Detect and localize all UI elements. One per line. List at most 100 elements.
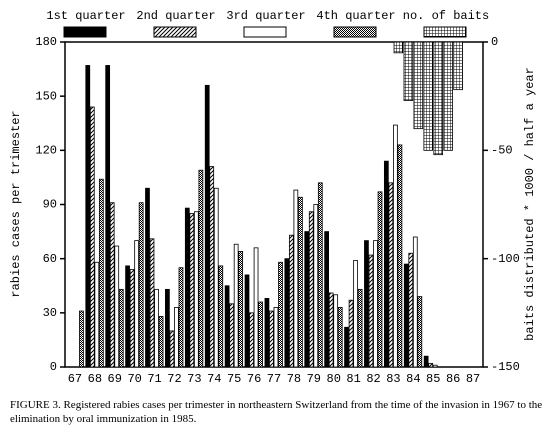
legend-swatch xyxy=(243,26,287,38)
bar xyxy=(85,65,91,368)
y2-tick-label: 0 xyxy=(491,35,498,49)
bar xyxy=(165,288,170,368)
x-tick-label: 76 xyxy=(247,372,261,386)
bar xyxy=(383,160,389,368)
x-tick-label: 83 xyxy=(386,372,400,386)
bar xyxy=(204,84,210,368)
bar xyxy=(377,191,383,368)
bar xyxy=(224,285,230,368)
bar xyxy=(328,292,334,368)
bait-bar xyxy=(443,41,453,151)
bar xyxy=(89,106,95,368)
bar xyxy=(337,307,343,368)
bar xyxy=(138,202,144,368)
chart: rabies cases per trimester baits distrib… xyxy=(9,9,537,386)
x-tick-label: 79 xyxy=(307,372,321,386)
legend-label: 2nd quarter xyxy=(136,9,215,23)
bar xyxy=(364,240,369,368)
bar xyxy=(129,269,135,368)
bar xyxy=(278,261,283,368)
x-tick-label: 67 xyxy=(68,372,82,386)
bar xyxy=(368,254,374,368)
y-tick-label: 90 xyxy=(43,198,57,212)
bar xyxy=(149,238,155,368)
legend-swatch xyxy=(153,26,197,38)
bait-bar xyxy=(453,41,463,91)
x-tick-label: 72 xyxy=(167,372,181,386)
bar xyxy=(94,261,100,368)
bar xyxy=(423,355,429,368)
bar xyxy=(134,240,139,368)
legend-label: 4th quarter xyxy=(316,9,395,23)
bar xyxy=(154,288,159,368)
x-tick-label: 69 xyxy=(108,372,122,386)
bar xyxy=(269,310,274,368)
bar xyxy=(253,247,259,368)
bar xyxy=(229,303,234,368)
x-tick-label: 74 xyxy=(207,372,221,386)
bar xyxy=(125,265,130,368)
x-tick-label: 82 xyxy=(366,372,380,386)
legend-swatch xyxy=(333,26,377,38)
bar xyxy=(403,263,409,368)
bar xyxy=(258,301,263,368)
x-tick-label: 77 xyxy=(267,372,281,386)
y-tick-label: 0 xyxy=(50,360,57,374)
legend-label: no. of baits xyxy=(403,9,489,23)
bar xyxy=(344,326,349,368)
bar xyxy=(348,299,354,368)
bait-bar xyxy=(413,41,424,130)
bar xyxy=(109,202,115,368)
bait-bar xyxy=(433,41,443,156)
bar xyxy=(324,231,329,368)
x-tick-label: 68 xyxy=(88,372,102,386)
bar xyxy=(333,294,339,368)
x-tick-label: 71 xyxy=(147,372,161,386)
y-tick-label: 30 xyxy=(43,306,57,320)
bar xyxy=(397,144,403,368)
x-tick-label: 81 xyxy=(346,372,360,386)
y2-tick-label: -100 xyxy=(491,252,520,266)
bar xyxy=(432,364,438,368)
bar xyxy=(169,330,175,368)
bar xyxy=(244,274,250,368)
x-tick-label: 78 xyxy=(287,372,301,386)
bar xyxy=(98,178,104,368)
bait-bar xyxy=(403,41,414,101)
bar xyxy=(273,307,279,368)
legend-label: 1st quarter xyxy=(46,9,125,23)
x-tick-label: 70 xyxy=(127,372,141,386)
bar xyxy=(184,207,190,368)
x-tick-label: 73 xyxy=(187,372,201,386)
legend-label: 3rd quarter xyxy=(226,9,305,23)
bait-bar xyxy=(423,41,434,151)
bar xyxy=(174,307,179,368)
bar xyxy=(189,213,195,368)
y-axis-label: rabies cases per trimester xyxy=(9,110,23,297)
bar xyxy=(198,169,204,368)
x-tick-label: 85 xyxy=(426,372,440,386)
bar xyxy=(218,265,224,368)
bar xyxy=(158,316,164,368)
bar xyxy=(79,310,84,368)
bait-bar xyxy=(393,41,404,54)
bar xyxy=(388,182,394,368)
bar xyxy=(373,240,378,368)
bar xyxy=(118,288,124,368)
x-tick-label: 80 xyxy=(327,372,341,386)
x-tick-label: 84 xyxy=(406,372,420,386)
legend-swatch xyxy=(423,26,467,38)
bar xyxy=(298,196,303,368)
legend-swatch xyxy=(63,26,107,38)
bar xyxy=(408,252,414,368)
bar xyxy=(288,234,294,368)
y2-tick-label: -50 xyxy=(491,144,513,158)
x-tick-label: 75 xyxy=(227,372,241,386)
y2-tick-label: -150 xyxy=(491,360,520,374)
x-tick-label: 87 xyxy=(466,372,480,386)
bar xyxy=(353,260,358,368)
bar xyxy=(105,65,111,368)
bar xyxy=(209,166,215,368)
bar xyxy=(428,362,434,368)
